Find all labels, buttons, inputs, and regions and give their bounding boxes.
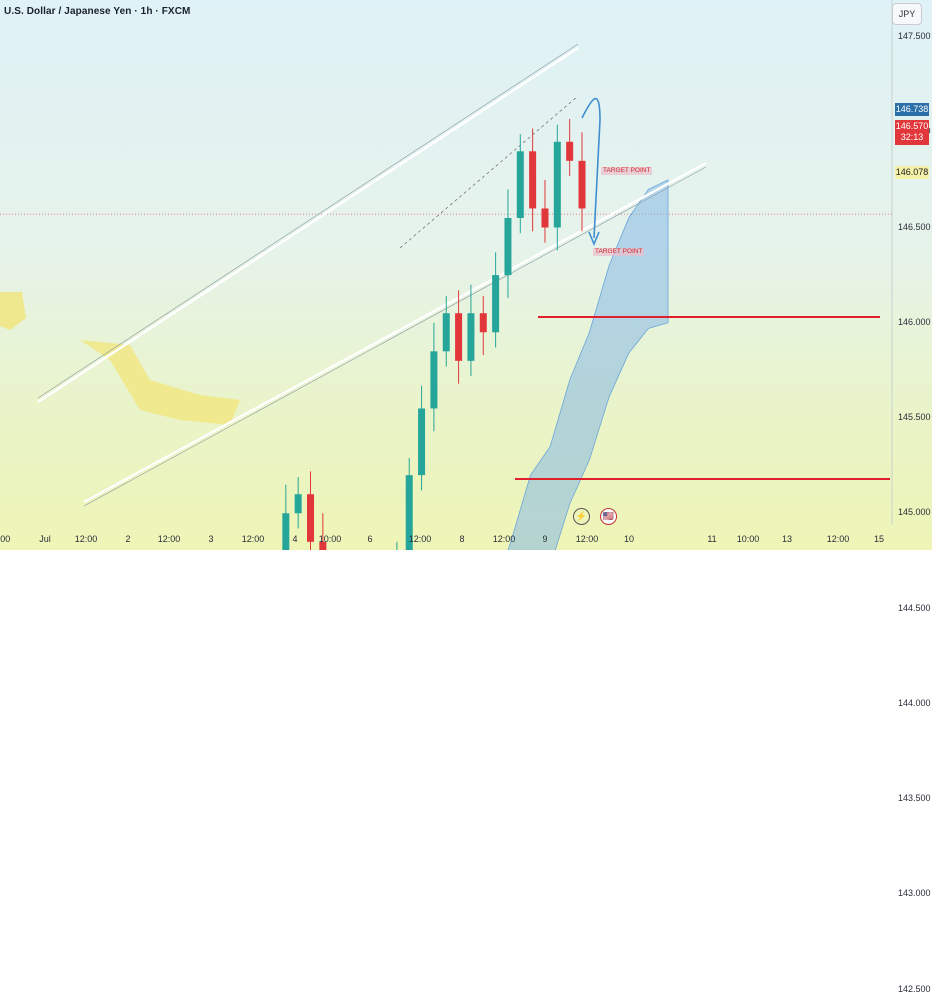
price-tick-label: 142.500: [898, 983, 931, 994]
channel-upper-edge: [37, 43, 579, 399]
candle-body: [405, 475, 413, 550]
target-point-upper-label: TARGET POINT: [601, 167, 653, 175]
price-tick-label: 146.000: [898, 316, 931, 327]
candle-body: [418, 408, 426, 476]
dashed-trend-line: [399, 95, 579, 249]
price-tick-label: 143.000: [898, 888, 931, 899]
projection-arrowhead: [588, 231, 600, 247]
ichimoku-cloud: [507, 179, 669, 550]
time-tick-label: 3: [208, 534, 214, 544]
time-tick-label: 11: [707, 534, 717, 544]
projection-arrow: [581, 97, 601, 239]
candle-body: [455, 313, 463, 361]
candle-body: [282, 513, 290, 550]
price-tick-label: 145.000: [898, 507, 931, 518]
candle-body: [529, 151, 537, 209]
time-tick-label: 12:00: [74, 534, 98, 544]
us-flag-icon[interactable]: 🇺🇸: [600, 508, 617, 525]
candle-body: [294, 494, 302, 514]
time-tick-label: 15: [873, 534, 885, 544]
price-chart[interactable]: [0, 0, 932, 550]
price-tick-label: 143.500: [898, 793, 931, 803]
channel-lower-line: [83, 161, 707, 504]
last-price-value: 146.570: [895, 121, 929, 131]
candle-body: [566, 141, 574, 161]
candle-body: [578, 160, 586, 209]
time-tick-label: 12:00: [241, 534, 265, 544]
candle-body: [442, 313, 450, 352]
channel-upper-line: [37, 46, 579, 404]
price-tick-label: 144.000: [898, 697, 931, 708]
time-tick-label: 4: [292, 534, 298, 544]
time-tick-label: 12:00: [157, 534, 181, 544]
last-price-tag: 146.570 32:13: [895, 120, 929, 145]
time-tick-label: Jul: [39, 534, 51, 544]
candle-body: [479, 313, 487, 333]
time-tick-label: 12:00: [408, 534, 432, 544]
time-tick-label: 12:00: [826, 534, 850, 544]
candle-body: [553, 141, 561, 228]
time-tick-label: 12:00: [575, 534, 599, 544]
time-tick-label: 10:00: [736, 534, 760, 544]
time-tick-label: 2: [125, 534, 131, 544]
candle-body: [319, 541, 327, 550]
time-tick-label: 10: [623, 534, 635, 544]
time-tick-label: 8: [459, 534, 465, 544]
target-level-tag: 146.078: [895, 166, 929, 179]
time-tick-label: 6: [367, 534, 373, 544]
bar-countdown: 32:13: [900, 132, 924, 142]
candle-body: [430, 351, 438, 409]
flash-icon[interactable]: ⚡: [573, 508, 590, 525]
time-tick-label: 10:00: [318, 534, 342, 544]
candle-body: [516, 151, 524, 218]
channel-lower-edge: [83, 166, 707, 507]
candle-body: [492, 275, 500, 333]
ichimoku-cloud-bear: [0, 292, 26, 330]
target-point-lower-label: TARGET POINT: [593, 248, 645, 256]
candle-body: [307, 494, 315, 542]
high-price-tag: 146.738: [895, 103, 929, 116]
candle-body: [467, 313, 475, 361]
time-tick-label: 9: [542, 534, 548, 544]
candle-body: [541, 208, 549, 228]
time-tick-label: 12:00: [492, 534, 516, 544]
time-tick-label: 13: [781, 534, 793, 544]
price-tick-label: 147.500: [898, 31, 931, 41]
price-tick-label: 146.500: [898, 221, 931, 232]
price-tick-label: 145.500: [898, 412, 931, 422]
currency-button[interactable]: JPY: [892, 3, 922, 25]
chart-title: U.S. Dollar / Japanese Yen · 1h · FXCM: [4, 6, 191, 17]
price-tick-label: 144.500: [898, 602, 931, 613]
ichimoku-cloud-bear: [80, 340, 240, 425]
candle-body: [504, 217, 512, 276]
time-tick-label: :00: [0, 534, 11, 544]
